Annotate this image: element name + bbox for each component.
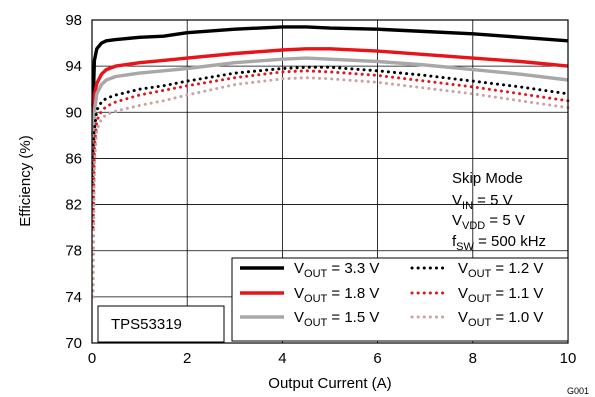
vdd-label: VVDD = 5 V [452,212,525,232]
mode-label: Skip Mode [452,170,523,187]
y-axis-label: Efficiency (%) [17,135,34,226]
series-line-1 [91,25,569,107]
series-line-6 [91,76,570,299]
series-line-4 [91,65,570,183]
y-tick-label: 70 [65,335,82,352]
series-line-2 [91,47,569,136]
x-tick-label: 2 [183,350,191,367]
part-label-box: TPS53319 [97,305,225,343]
x-tick-label: 10 [560,350,577,367]
legend-label-4: VOUT = 1.2 V [458,260,543,280]
x-tick-label: 6 [373,350,381,367]
x-tick-labels: 0 2 4 6 8 10 [88,350,577,367]
series-group [91,25,570,299]
y-tick-label: 86 [65,150,82,167]
y-tick-label: 90 [65,104,82,121]
y-tick-labels: 70 74 78 82 86 90 94 98 [65,12,82,352]
y-tick-label: 82 [65,197,82,214]
y-tick-label: 94 [65,58,82,75]
x-tick-label: 8 [469,350,477,367]
fsw-label: fSW = 500 kHz [452,233,546,253]
x-axis-label: Output Current (A) [268,375,391,392]
legend-label-5: VOUT = 1.1 V [458,285,543,305]
series-line-3 [91,56,569,159]
vin-label: VIN = 5 V [452,192,513,212]
legend-label-1: VOUT = 3.3 V [294,260,379,280]
y-tick-label: 78 [65,243,82,260]
legend-box [231,257,569,342]
y-tick-label: 98 [65,12,82,29]
legend-label-6: VOUT = 1.0 V [458,309,543,329]
part-label: TPS53319 [111,316,182,333]
x-tick-label: 4 [278,350,286,367]
legend: VOUT = 3.3 V VOUT = 1.8 V VOUT = 1.5 V VOUT… [231,257,569,342]
plot-frame [91,19,569,344]
x-tick-label: 0 [88,350,96,367]
operating-conditions: Skip Mode VIN = 5 V VVDD = 5 V fSW = 500… [452,170,546,253]
figure-id: G001 [567,386,589,396]
legend-label-3: VOUT = 1.5 V [294,309,379,329]
y-tick-label: 74 [65,289,82,306]
series-line-5 [91,69,570,230]
legend-label-2: VOUT = 1.8 V [294,285,379,305]
part-label-frame [97,305,225,343]
